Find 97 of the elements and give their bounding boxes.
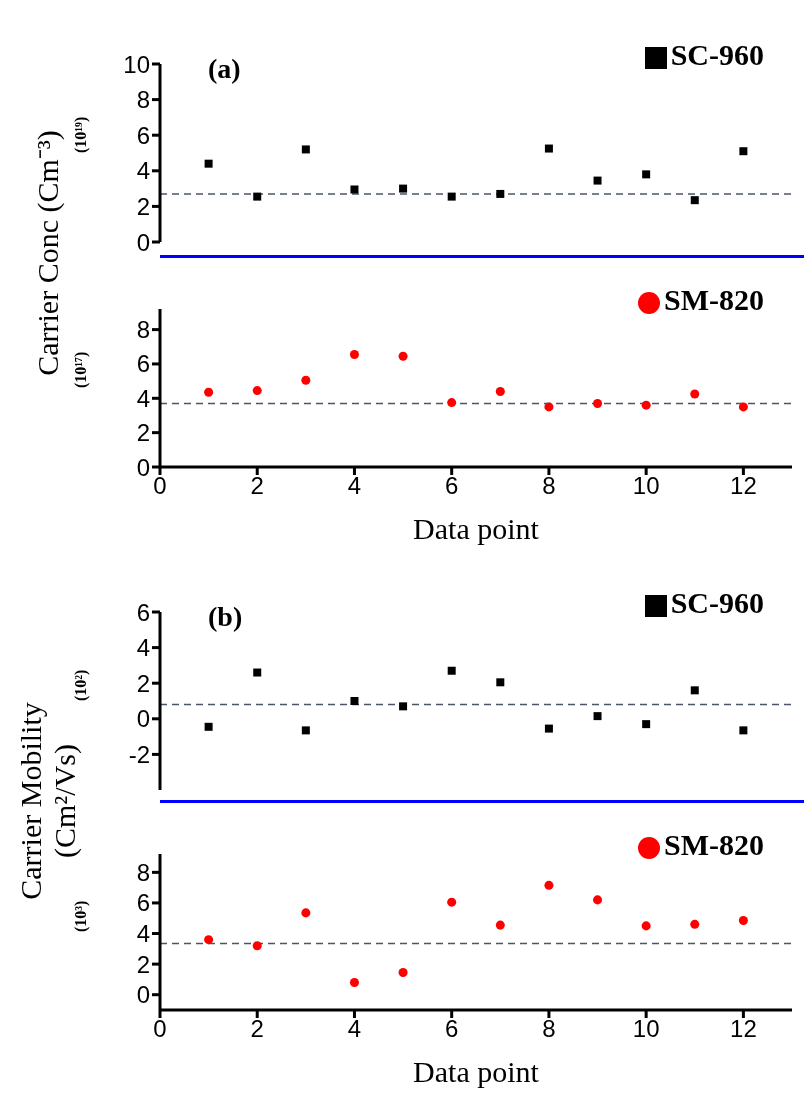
point — [204, 387, 214, 397]
point — [301, 145, 310, 154]
text: Carrier Mobility (Cm²/Vs) — [14, 702, 81, 900]
y-tick-label: 8 — [136, 86, 150, 114]
y-tick-label: 4 — [136, 384, 150, 412]
y-tick-label: 6 — [136, 121, 150, 149]
point — [642, 720, 651, 729]
x-tick-label: 10 — [632, 1015, 660, 1043]
legend-label: SM-820 — [664, 283, 764, 316]
point — [544, 402, 554, 412]
x-tick-label: 6 — [445, 1015, 459, 1043]
x-axis-title: Data point — [413, 512, 540, 545]
annotation: (a) — [208, 53, 241, 85]
point — [739, 147, 748, 156]
point — [204, 159, 213, 168]
point — [641, 921, 651, 931]
point — [593, 895, 603, 905]
point — [301, 908, 311, 918]
x-tick-label: 4 — [347, 472, 362, 500]
annotation: (b) — [208, 601, 243, 633]
point — [204, 722, 213, 731]
point — [738, 916, 748, 926]
y-tick-label: 0 — [136, 453, 150, 481]
x-tick-label: 12 — [730, 472, 757, 500]
point — [496, 678, 505, 687]
x-axis-title: Data point — [413, 1055, 540, 1088]
point — [690, 196, 699, 205]
y-tick-label: 2 — [136, 192, 150, 220]
y-tick-label: 8 — [136, 858, 150, 886]
point — [398, 351, 408, 361]
point — [204, 935, 214, 945]
point — [447, 666, 456, 675]
point — [544, 724, 553, 733]
point — [690, 389, 700, 399]
y-tick-label: 0 — [136, 981, 150, 1009]
y-tick-label: 6 — [136, 598, 150, 626]
point — [495, 386, 505, 396]
point — [544, 880, 554, 890]
y-axis-title: (10¹⁷) — [71, 351, 90, 388]
y-axis-title: (10¹⁹) — [71, 116, 90, 153]
x-tick-label: 12 — [730, 1015, 757, 1043]
x-tick-label: 2 — [250, 1015, 264, 1043]
point — [690, 919, 700, 929]
point — [399, 184, 408, 193]
point — [495, 920, 505, 930]
point — [593, 398, 603, 408]
point — [641, 400, 651, 410]
point — [350, 185, 359, 194]
point — [399, 702, 408, 711]
point — [496, 189, 505, 198]
point — [252, 386, 262, 396]
point — [252, 941, 262, 951]
y-tick-label: 2 — [136, 950, 150, 978]
x-tick-label: 6 — [445, 472, 459, 500]
y-tick-label: 4 — [136, 920, 150, 948]
point — [398, 968, 408, 978]
y-tick-label: 2 — [136, 669, 150, 697]
x-tick-label: 0 — [153, 1015, 167, 1043]
point — [447, 897, 457, 907]
point — [253, 668, 262, 677]
x-tick-label: 2 — [250, 472, 264, 500]
x-tick-label: 0 — [153, 472, 167, 500]
y-tick-label: 0 — [136, 705, 150, 733]
point — [447, 192, 456, 201]
point — [690, 686, 699, 695]
point — [544, 144, 553, 153]
point — [301, 375, 311, 385]
point — [593, 176, 602, 185]
point — [349, 350, 359, 360]
point — [350, 697, 359, 705]
point — [738, 402, 748, 412]
x-tick-label: 4 — [347, 1015, 362, 1043]
y-tick-label: 4 — [136, 634, 150, 662]
legend-label: SC-960 — [670, 586, 764, 619]
point — [349, 977, 359, 987]
text: Carrier Conc (Cm⁻³) — [31, 129, 65, 378]
y-tick-label: 0 — [136, 228, 150, 256]
y-tick-label: 6 — [136, 350, 150, 378]
y-tick-label: 4 — [136, 157, 150, 185]
x-tick-label: 8 — [542, 472, 556, 500]
y-tick-label: -2 — [128, 740, 150, 768]
x-tick-label: 8 — [542, 1015, 556, 1043]
y-axis-title: (10²) — [71, 669, 90, 701]
y-tick-label: 8 — [136, 316, 150, 344]
y-axis-title: (10³) — [71, 900, 90, 932]
point — [301, 726, 310, 735]
point — [739, 726, 748, 735]
legend-label: SM-820 — [664, 828, 764, 861]
y-tick-label: 6 — [136, 889, 150, 917]
point — [593, 712, 602, 721]
point — [447, 398, 457, 408]
point — [642, 170, 651, 179]
legend-label: SC-960 — [670, 38, 764, 71]
y-tick-label: 10 — [123, 50, 150, 78]
x-tick-label: 10 — [632, 472, 660, 500]
point — [253, 192, 262, 201]
y-tick-label: 2 — [136, 419, 150, 447]
